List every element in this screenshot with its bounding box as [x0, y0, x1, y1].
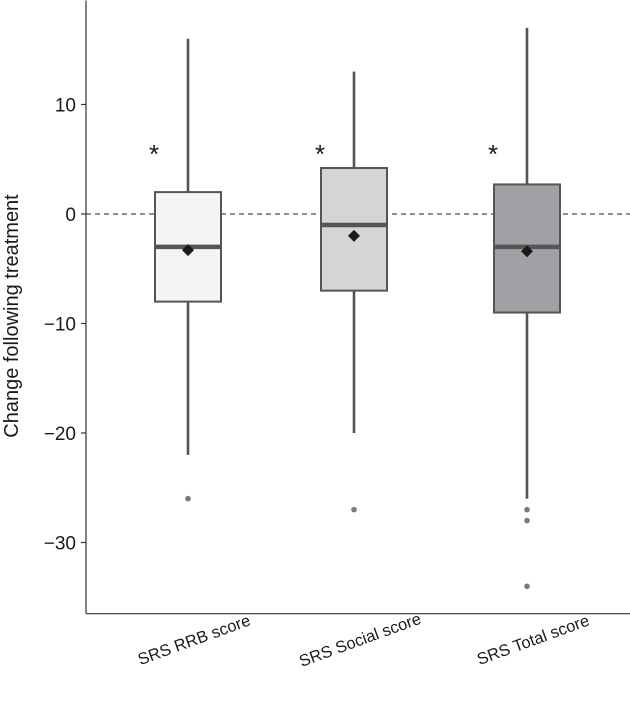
y-tick-label: −10 [44, 315, 76, 336]
plot-area: −30 −20 −10 0 10 * SRS RRB score * SRS Social sc… [44, 0, 630, 671]
mean-marker [348, 229, 360, 242]
outlier-point [524, 506, 530, 513]
y-tick-label: 10 [55, 96, 76, 117]
y-axis-title: Change following treatment [1, 194, 23, 438]
x-tick-label: SRS Total score [475, 612, 592, 669]
x-tick-label: SRS RRB score [136, 612, 253, 669]
significance-star: * [149, 139, 159, 169]
y-tick-label: −30 [44, 534, 76, 555]
y-tick-label: −20 [44, 424, 76, 445]
significance-star: * [315, 139, 325, 169]
x-tick-label: SRS Social score [297, 610, 424, 671]
outlier-point [185, 495, 191, 502]
y-tick-label: 0 [65, 205, 76, 226]
mean-marker [521, 245, 533, 258]
outlier-point [524, 583, 530, 590]
mean-marker [182, 244, 194, 257]
outlier-point [524, 517, 530, 524]
outlier-point [351, 506, 357, 513]
box-iqr [320, 167, 388, 292]
significance-star: * [488, 139, 498, 169]
